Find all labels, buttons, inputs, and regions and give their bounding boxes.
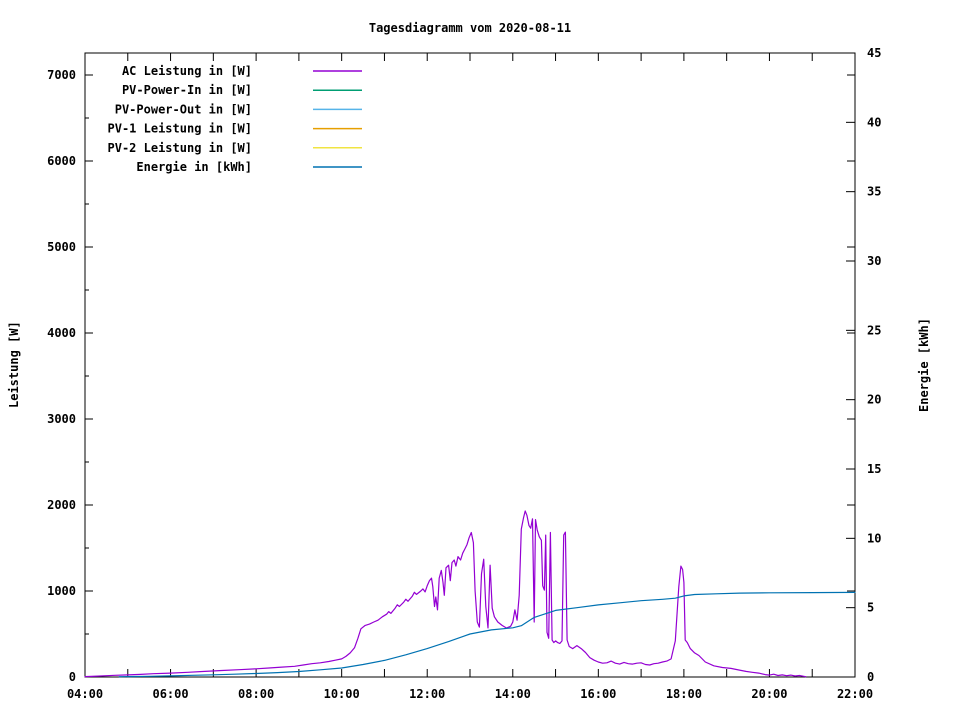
y-tick-label: 5000 <box>47 240 76 254</box>
y2-tick-label: 45 <box>867 46 881 60</box>
y-tick-label: 7000 <box>47 68 76 82</box>
series-line-energie-in-kwh <box>118 591 856 678</box>
legend-label-pv-power-out-in-w: PV-Power-Out in [W] <box>115 102 252 116</box>
legend-label-pv-1-leistung-in-w: PV-1 Leistung in [W] <box>108 122 253 136</box>
y-tick-label: 6000 <box>47 154 76 168</box>
x-tick-label: 20:00 <box>751 687 787 701</box>
chart-title: Tagesdiagramm vom 2020-08-11 <box>368 21 572 35</box>
legend-label-pv-power-in-in-w: PV-Power-In in [W] <box>122 83 252 97</box>
y2-tick-label: 15 <box>867 462 881 476</box>
y2-tick-label: 30 <box>867 254 881 268</box>
y-tick-label: 3000 <box>47 412 76 426</box>
legend-label-pv-2-leistung-in-w: PV-2 Leistung in [W] <box>108 141 253 155</box>
x-tick-label: 12:00 <box>409 687 445 701</box>
y2-tick-label: 5 <box>867 601 874 615</box>
x-tick-label: 10:00 <box>324 687 360 701</box>
x-tick-label: 16:00 <box>580 687 616 701</box>
series-line-ac-leistung-in-w <box>84 510 807 678</box>
legend-label-energie-in-kwh: Energie in [kWh] <box>136 160 252 174</box>
x-tick-label: 08:00 <box>238 687 274 701</box>
y2-tick-label: 40 <box>867 115 881 129</box>
y-tick-label: 2000 <box>47 498 76 512</box>
x-tick-label: 06:00 <box>152 687 188 701</box>
y-tick-label: 4000 <box>47 326 76 340</box>
y-tick-label: 0 <box>69 670 76 684</box>
x-tick-label: 18:00 <box>666 687 702 701</box>
x-tick-label: 04:00 <box>67 687 103 701</box>
y2-tick-label: 25 <box>867 323 881 337</box>
y2-tick-label: 35 <box>867 185 881 199</box>
y2-tick-label: 20 <box>867 393 881 407</box>
legend-label-ac-leistung-in-w: AC Leistung in [W] <box>122 64 252 78</box>
y-tick-label: 1000 <box>47 584 76 598</box>
x-tick-label: 14:00 <box>495 687 531 701</box>
y2-tick-label: 0 <box>867 670 874 684</box>
x-tick-label: 22:00 <box>837 687 873 701</box>
y2-tick-label: 10 <box>867 531 881 545</box>
